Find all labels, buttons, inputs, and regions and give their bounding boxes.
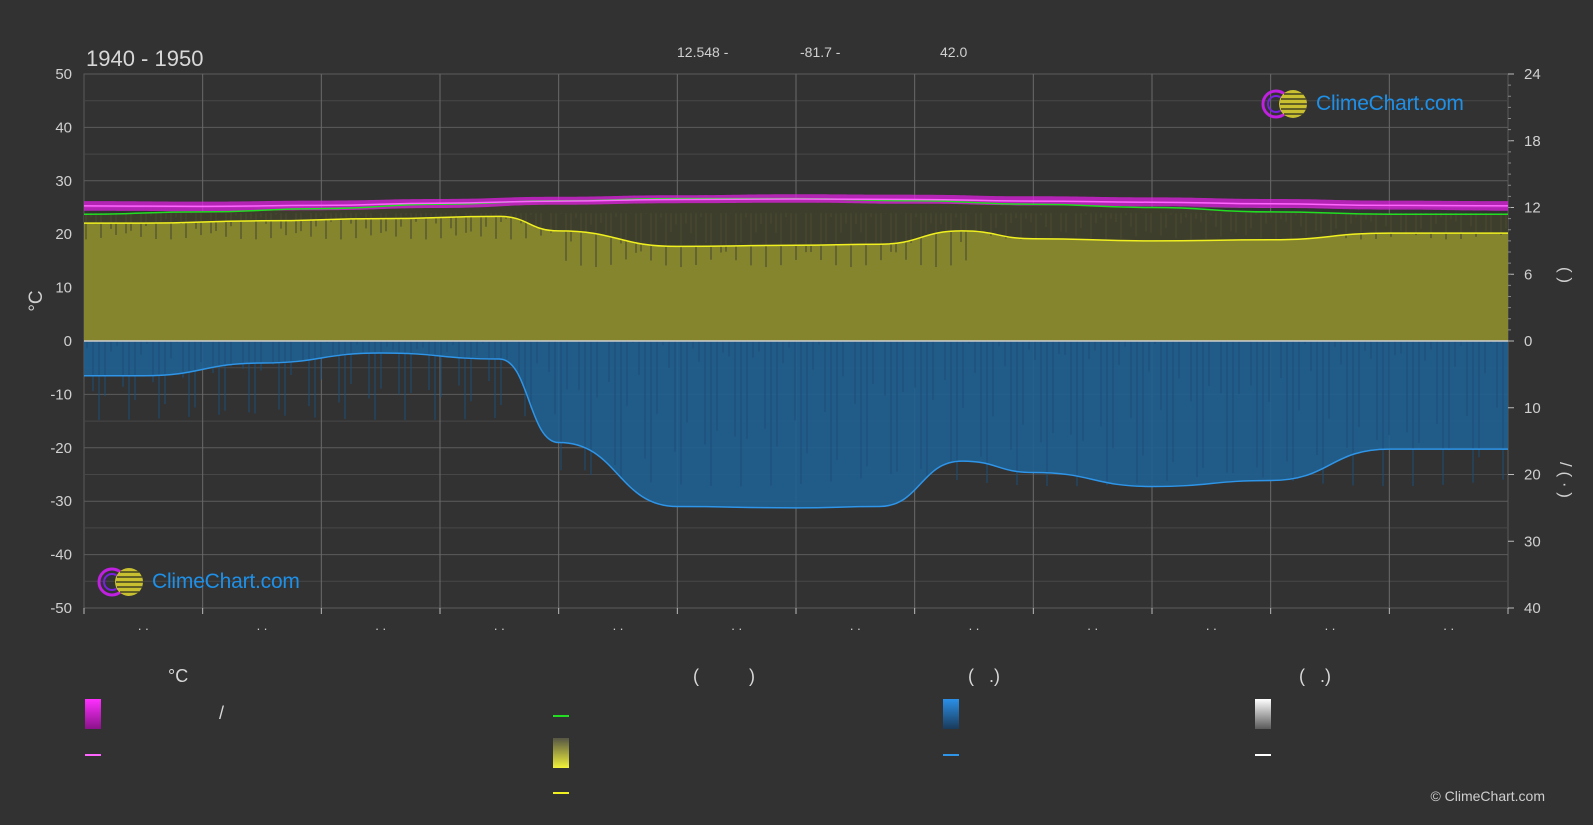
y-left-tick-label: -40 xyxy=(50,547,72,564)
logo-text: ClimeChart.com xyxy=(1316,92,1464,115)
sunshine-area xyxy=(84,198,1508,341)
y-right-top-tick-label: 0 xyxy=(1524,333,1532,350)
y-right-top-tick-label: 18 xyxy=(1524,133,1541,150)
latitude-label: 12.548 - xyxy=(677,44,729,60)
legend-swatches xyxy=(85,699,1271,794)
logo-bottom[interactable]: ClimeChart.com xyxy=(96,566,300,598)
y-left-tick-label: -20 xyxy=(50,440,72,457)
x-tick-label: . . xyxy=(257,618,268,633)
y-left-tick-label: 50 xyxy=(55,66,72,83)
temp-band-fill xyxy=(84,194,1508,212)
x-tick-label: . . xyxy=(969,618,980,633)
x-tick-label: . . xyxy=(138,618,149,633)
legend-header-temperature: °C xyxy=(168,666,189,686)
y-left-tick-label: 10 xyxy=(55,280,72,297)
legend-swatch-temp-band xyxy=(85,699,101,729)
elevation-label: 42.0 xyxy=(940,44,968,60)
x-tick-label: . . xyxy=(1206,618,1217,633)
y-left-tick-label: 20 xyxy=(55,226,72,243)
legend-swatch-precip xyxy=(943,699,959,729)
legend-swatch-snow xyxy=(1255,699,1271,729)
temperature-band xyxy=(84,194,1508,212)
y-right-bottom-tick-label: 20 xyxy=(1524,467,1541,484)
x-tick-label: . . xyxy=(494,618,505,633)
logo-top[interactable]: ClimeChart.com xyxy=(1260,88,1464,120)
precip-fill xyxy=(84,341,1508,508)
legend-swatch-sunshine xyxy=(553,738,569,768)
x-tick-label: . . xyxy=(1325,618,1336,633)
x-tick-label: . . xyxy=(850,618,861,633)
y-left-tick-label: -30 xyxy=(50,493,72,510)
y-left-tick-label: 30 xyxy=(55,173,72,190)
sunshine-fill xyxy=(84,216,1508,341)
climechart-logo-icon xyxy=(1261,89,1307,119)
x-tick-label: . . xyxy=(375,618,386,633)
x-tick-label: . . xyxy=(1443,618,1454,633)
x-tick-label: . . xyxy=(1087,618,1098,633)
legend-header-precipitation: ( .) xyxy=(968,666,1000,686)
precip-line xyxy=(84,352,1508,509)
y-right-bottom-axis-label: / ( · ) xyxy=(1556,462,1575,498)
y-right-bottom-tick-label: 30 xyxy=(1524,533,1541,550)
y-right-bottom-tick-label: 10 xyxy=(1524,400,1541,417)
y-right-top-tick-label: 24 xyxy=(1524,66,1541,83)
y-left-tick-label: -50 xyxy=(50,600,72,617)
logo-text: ClimeChart.com xyxy=(152,570,300,593)
y-left-tick-label: 40 xyxy=(55,119,72,136)
axes: 50 40 30 20 10 0 -10 -20 -30 -40 -50 °C 24 18 12 6 0 10 20… xyxy=(26,66,1575,633)
y-left-axis-label: °C xyxy=(26,290,47,311)
y-left-tick-label: 0 xyxy=(64,333,72,350)
x-tick-label: . . xyxy=(613,618,624,633)
legend-slash: / xyxy=(219,703,225,723)
legend-header-snow: ( .) xyxy=(1299,666,1331,686)
legend-header-sunshine: ( ) xyxy=(693,666,755,686)
precipitation-area xyxy=(84,341,1508,508)
x-tick-label: . . xyxy=(731,618,742,633)
climechart-logo-icon xyxy=(97,567,143,597)
y-right-bottom-tick-label: 40 xyxy=(1524,600,1541,617)
y-right-top-tick-label: 6 xyxy=(1524,266,1532,283)
chart-title: 1940 - 1950 xyxy=(86,46,204,71)
temp-mean-line xyxy=(83,198,1509,208)
longitude-label: -81.7 - xyxy=(800,44,841,60)
sunshine-line xyxy=(83,215,1508,248)
y-right-top-axis-label: ( ) xyxy=(1556,267,1575,283)
y-left-tick-label: -10 xyxy=(50,386,72,403)
y-right-top-tick-label: 12 xyxy=(1524,200,1541,217)
series-lines xyxy=(83,197,1509,509)
copyright: © ClimeChart.com xyxy=(1430,788,1545,804)
